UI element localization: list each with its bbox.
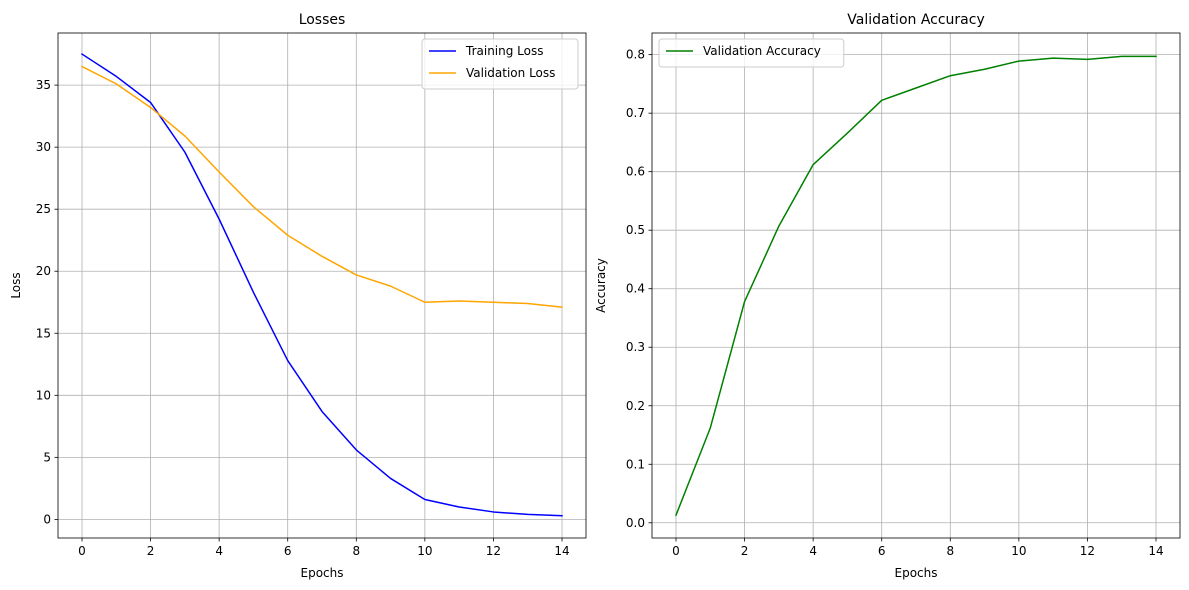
y-tick-label: 0.0 xyxy=(626,516,645,530)
chart-panel-2: 0 2 4 6 8 10 12 14 0.0 0.1 0.2 0.3 0.4 0.5 0.6 0.7 0.8 Va… xyxy=(594,12,1181,580)
y-tick-label: 5 xyxy=(43,450,51,464)
y-axis-label: Loss xyxy=(9,272,23,298)
y-tick-label: 0.5 xyxy=(626,223,645,237)
y-tick-label: 10 xyxy=(36,388,51,402)
x-tick-label: 12 xyxy=(1080,544,1095,558)
x-tick-label: 14 xyxy=(1148,544,1163,558)
chart-panel-1: 0 2 4 6 8 10 12 14 0 5 10 15 20 25 30 35 Losses Epochs Los… xyxy=(9,12,587,580)
legend: Training Loss Validation Loss xyxy=(421,38,579,90)
y-tick-label: 25 xyxy=(36,202,51,216)
y-tick-label: 35 xyxy=(36,78,51,92)
legend: Validation Accuracy xyxy=(658,38,845,68)
y-tick-label: 30 xyxy=(36,140,51,154)
x-tick-label: 4 xyxy=(215,544,223,558)
x-tick-label: 10 xyxy=(417,544,432,558)
y-tick-label: 0.3 xyxy=(626,340,645,354)
x-tick-label: 8 xyxy=(946,544,954,558)
plot-frame xyxy=(57,32,587,539)
x-tick-label: 12 xyxy=(486,544,501,558)
x-tick-label: 4 xyxy=(809,544,817,558)
series-line-training-loss xyxy=(80,53,563,517)
series-line-validation-loss xyxy=(80,65,563,309)
x-tick-label: 6 xyxy=(284,544,292,558)
x-tick-label: 0 xyxy=(672,544,680,558)
x-tick-label: 6 xyxy=(878,544,886,558)
legend-label: Validation Accuracy xyxy=(703,44,821,58)
chart-title: Validation Accuracy xyxy=(847,12,985,28)
chart-title: Losses xyxy=(299,12,346,28)
y-tick-label: 0.2 xyxy=(626,399,645,413)
x-tick-label: 0 xyxy=(78,544,86,558)
y-tick-label: 0 xyxy=(43,512,51,526)
y-tick-label: 15 xyxy=(36,326,51,340)
x-tick-label: 14 xyxy=(554,544,569,558)
x-tick-label: 2 xyxy=(147,544,155,558)
x-tick-label: 10 xyxy=(1011,544,1026,558)
series-line-validation-accuracy xyxy=(675,55,1157,517)
y-tick-label: 0.4 xyxy=(626,282,645,296)
plot-frame xyxy=(651,32,1181,539)
legend-label: Validation Loss xyxy=(466,66,555,80)
x-tick-label: 8 xyxy=(352,544,360,558)
legend-box xyxy=(421,38,579,90)
y-tick-label: 0.1 xyxy=(626,457,645,471)
y-tick-label: 0.8 xyxy=(626,48,645,62)
y-tick-label: 0.6 xyxy=(626,165,645,179)
legend-box xyxy=(658,38,845,68)
x-axis-label: Epochs xyxy=(895,566,938,580)
x-tick-label: 2 xyxy=(741,544,749,558)
y-tick-label: 20 xyxy=(36,264,51,278)
y-tick-label: 0.7 xyxy=(626,106,645,120)
x-axis-label: Epochs xyxy=(301,566,344,580)
legend-label: Training Loss xyxy=(465,44,543,58)
y-axis-label: Accuracy xyxy=(594,258,608,313)
